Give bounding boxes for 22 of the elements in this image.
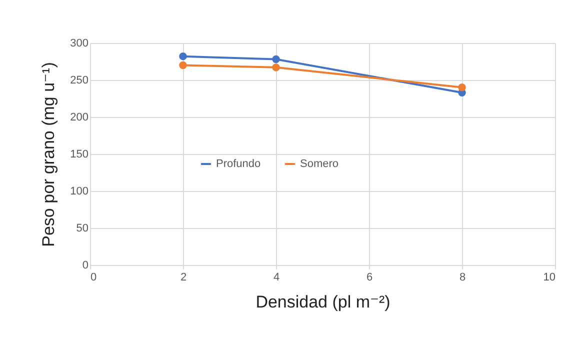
point xyxy=(272,64,280,72)
x-tick-label: 10 xyxy=(543,272,556,284)
y-tick-label: 150 xyxy=(70,148,88,160)
y-tick-label: 200 xyxy=(70,112,88,124)
y-tick-label: 100 xyxy=(70,186,88,198)
x-tick-label: 2 xyxy=(180,272,187,284)
x-tick-label: 6 xyxy=(366,272,373,284)
point xyxy=(179,52,187,60)
y-tick-label: 300 xyxy=(70,38,88,50)
y-tick-label: 50 xyxy=(76,222,88,234)
y-tick-label: 250 xyxy=(70,74,88,86)
y-axis-title: Peso por grano (mg u⁻¹) xyxy=(39,62,58,247)
y-tick-label: 0 xyxy=(82,260,88,272)
legend-label: Profundo xyxy=(216,158,261,170)
x-tick-label: 4 xyxy=(273,272,280,284)
point xyxy=(458,84,466,92)
point xyxy=(272,55,280,64)
x-axis-title: Densidad (pl m⁻²) xyxy=(256,292,390,312)
x-tick-label: 8 xyxy=(459,272,466,284)
point xyxy=(179,61,187,70)
legend-label: Somero xyxy=(300,158,339,170)
x-tick-label: 0 xyxy=(90,272,97,284)
